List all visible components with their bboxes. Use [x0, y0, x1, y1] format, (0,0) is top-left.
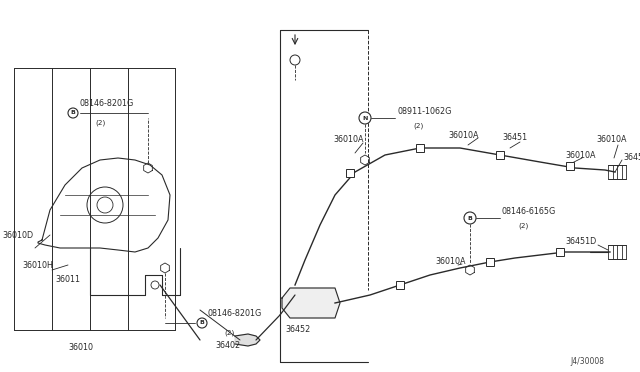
- Text: 08911-1062G: 08911-1062G: [397, 108, 451, 116]
- Circle shape: [359, 112, 371, 124]
- Bar: [496, 151, 504, 159]
- Polygon shape: [235, 334, 260, 346]
- Text: N: N: [362, 115, 368, 121]
- Circle shape: [68, 108, 78, 118]
- Text: B: B: [70, 110, 76, 115]
- Text: (2): (2): [224, 330, 234, 336]
- Circle shape: [290, 55, 300, 65]
- Text: (2): (2): [413, 123, 423, 129]
- Text: (2): (2): [95, 120, 105, 126]
- Text: J4/30008: J4/30008: [570, 357, 604, 366]
- Text: 36010A: 36010A: [333, 135, 364, 144]
- Text: 08146-6165G: 08146-6165G: [502, 208, 556, 217]
- Text: (2): (2): [518, 223, 528, 229]
- Text: 08146-8201G: 08146-8201G: [208, 308, 262, 317]
- Bar: [416, 144, 424, 152]
- Text: 36010A: 36010A: [596, 135, 627, 144]
- Text: 36010A: 36010A: [435, 257, 465, 266]
- Text: B: B: [468, 215, 472, 221]
- Text: 36010H: 36010H: [22, 260, 53, 269]
- Text: 36010D: 36010D: [2, 231, 33, 240]
- Bar: [346, 169, 354, 177]
- Circle shape: [197, 318, 207, 328]
- Text: 36010: 36010: [68, 343, 93, 353]
- Polygon shape: [282, 288, 340, 318]
- Text: 36451D: 36451D: [623, 154, 640, 163]
- Bar: [566, 162, 574, 170]
- Text: B: B: [200, 321, 204, 326]
- Text: 36451D: 36451D: [565, 237, 596, 247]
- Text: 36010A: 36010A: [448, 131, 479, 140]
- Text: 36452: 36452: [285, 326, 310, 334]
- Text: 36402: 36402: [215, 340, 240, 350]
- Bar: [556, 248, 564, 256]
- Text: 36451: 36451: [502, 134, 527, 142]
- Bar: [396, 281, 404, 289]
- Text: 36011: 36011: [55, 276, 80, 285]
- Text: 08146-8201G: 08146-8201G: [79, 99, 133, 108]
- Circle shape: [464, 212, 476, 224]
- Text: 36010A: 36010A: [565, 151, 595, 160]
- Bar: [486, 258, 494, 266]
